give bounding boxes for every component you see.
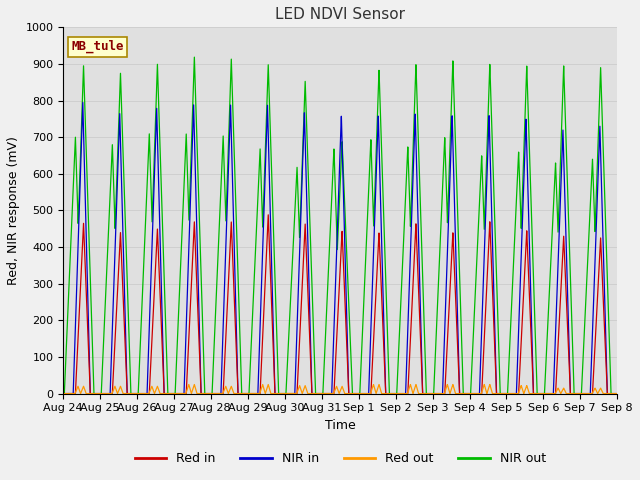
Red in: [267, 278, 275, 284]
Red in: [60, 391, 67, 396]
NIR in: [495, 391, 503, 396]
NIR out: [613, 391, 621, 396]
Red in: [264, 212, 272, 218]
Line: Red out: Red out: [63, 384, 617, 394]
Red out: [172, 391, 180, 396]
Red out: [486, 382, 493, 387]
Red out: [613, 391, 621, 396]
NIR out: [191, 54, 198, 60]
NIR out: [495, 367, 503, 372]
Red in: [613, 391, 621, 396]
NIR out: [417, 213, 424, 219]
NIR out: [267, 140, 275, 145]
X-axis label: Time: Time: [325, 419, 356, 432]
NIR out: [172, 373, 180, 379]
Red in: [417, 343, 424, 348]
NIR in: [79, 99, 86, 105]
NIR in: [613, 391, 621, 396]
Red in: [172, 391, 180, 396]
Line: NIR in: NIR in: [63, 102, 617, 394]
Red out: [611, 391, 619, 396]
Red out: [267, 390, 275, 396]
NIR out: [611, 391, 619, 396]
NIR in: [178, 391, 186, 396]
NIR in: [267, 227, 275, 233]
Line: NIR out: NIR out: [63, 57, 617, 394]
Red out: [60, 391, 67, 396]
Y-axis label: Red, NIR response (mV): Red, NIR response (mV): [7, 136, 20, 285]
NIR in: [611, 391, 619, 396]
NIR out: [60, 391, 67, 396]
Red out: [495, 391, 503, 396]
NIR in: [417, 320, 424, 325]
Title: LED NDVI Sensor: LED NDVI Sensor: [275, 7, 405, 22]
NIR in: [60, 391, 67, 396]
Red out: [178, 391, 186, 396]
NIR out: [178, 236, 186, 242]
Line: Red in: Red in: [63, 215, 617, 394]
Red out: [417, 391, 424, 396]
Text: MB_tule: MB_tule: [72, 40, 124, 53]
Red in: [611, 391, 619, 396]
Red in: [495, 391, 503, 396]
NIR in: [172, 391, 180, 396]
Red in: [178, 391, 186, 396]
Legend: Red in, NIR in, Red out, NIR out: Red in, NIR in, Red out, NIR out: [130, 447, 551, 470]
